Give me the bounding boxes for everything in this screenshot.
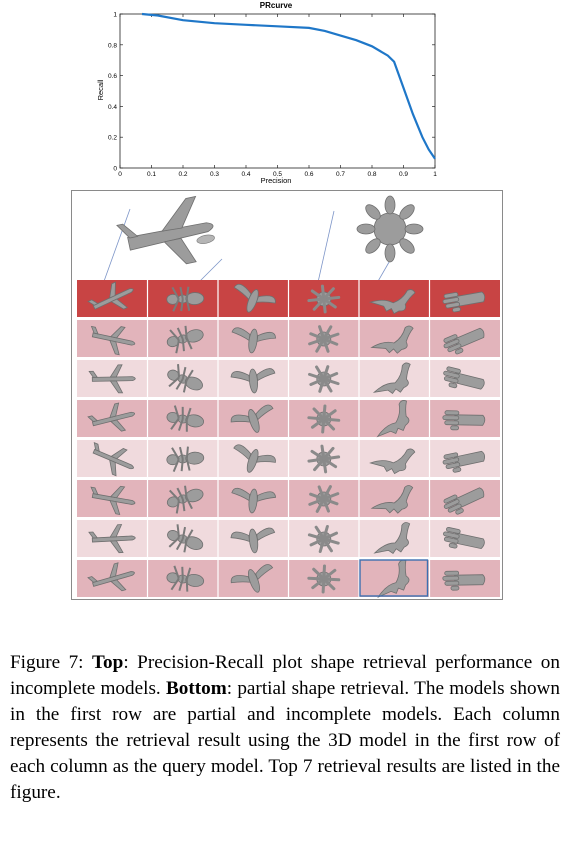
x-tick-label: 0.9: [399, 171, 408, 178]
airplane-thumbnail: [87, 562, 135, 592]
ant-thumbnail: [167, 524, 204, 553]
airplane-thumbnail: [88, 364, 136, 394]
x-tick-label: 0.1: [147, 171, 156, 178]
x-tick-label: 0.4: [241, 171, 250, 178]
octopus-thumbnail: [307, 444, 341, 474]
y-tick-label: 0: [113, 166, 117, 173]
ant-thumbnail: [166, 325, 204, 354]
bird-thumbnail: [230, 564, 274, 593]
octopus-thumbnail: [308, 365, 340, 393]
y-tick-label: 0.8: [108, 42, 117, 49]
bird-thumbnail: [233, 283, 276, 313]
hand-thumbnail: [443, 487, 485, 515]
x-tick-label: 0.3: [210, 171, 219, 178]
y-ticks: 0 0.2 0.4 0.6 0.8 1: [108, 12, 435, 173]
ant-thumbnail: [167, 364, 203, 393]
bird-thumbnail: [230, 404, 274, 433]
plot-frame: [119, 13, 436, 169]
dinosaur-thumbnail: [372, 362, 411, 395]
dinosaur-thumbnail: [369, 448, 416, 475]
bird-thumbnail: [231, 487, 277, 514]
hand-thumbnail: [443, 526, 485, 550]
y-axis-label: Recall: [96, 79, 105, 100]
x-ticks: 0 0.1 0.2 0.3 0.4 0.5 0.6 0.7 0.8 0.9 1: [118, 14, 437, 178]
caption-top-label: Top: [92, 652, 124, 673]
ant-thumbnail: [166, 286, 205, 312]
x-tick-label: 1: [433, 171, 437, 178]
x-tick-label: 0.7: [336, 171, 345, 178]
ant-thumbnail: [166, 485, 204, 514]
x-axis-label: Precision: [261, 176, 292, 185]
chart-axes: [119, 13, 436, 169]
hand-thumbnail: [442, 570, 486, 591]
x-tick-label: 0.2: [178, 171, 187, 178]
octopus-thumbnail: [307, 564, 341, 594]
dinosaur-thumbnail: [370, 485, 414, 514]
airplane-thumbnail: [87, 402, 136, 432]
highlighted-result-cell: [359, 559, 429, 597]
pr-curve-chart: PRcurve 00.20.40.60.81 0 0.1 0.2 0.3 0.4 0.5 0…: [96, 1, 437, 185]
octopus-thumbnail: [307, 525, 340, 553]
y-tick-label: 1: [113, 12, 117, 19]
dinosaur-thumbnail: [368, 289, 416, 315]
caption-label: Figure 7:: [10, 652, 84, 673]
hand-thumbnail: [443, 366, 485, 390]
ant-thumbnail: [166, 446, 205, 473]
bird-thumbnail: [230, 527, 276, 554]
airplane-thumbnail: [90, 485, 136, 516]
hand-thumbnail: [443, 327, 485, 355]
hand-thumbnail: [442, 450, 486, 473]
ant-thumbnail: [166, 405, 204, 432]
bird-thumbnail: [233, 444, 276, 473]
x-tick-label: 0.6: [304, 171, 313, 178]
retrieval-figure: [71, 190, 503, 600]
dinosaur-thumbnail: [376, 400, 410, 438]
hand-thumbnail: [442, 410, 486, 431]
airplane-thumbnail: [88, 524, 136, 554]
retrieval-figure-graphic: [77, 195, 500, 598]
caption-bottom-label: Bottom: [165, 678, 227, 699]
figure-caption: Figure 7: Top: Precision-Recall plot sha…: [10, 650, 560, 806]
y-tick-label: 0.4: [108, 104, 117, 111]
x-tick-label: 0.8: [367, 171, 376, 178]
dinosaur-thumbnail: [370, 325, 414, 354]
airplane-thumbnail: [87, 281, 134, 310]
caption-top-text: : Precision-Recall plot shape retrieval …: [10, 652, 560, 699]
bird-thumbnail: [230, 368, 276, 394]
ant-thumbnail: [166, 565, 205, 592]
chart-title: PRcurve: [260, 1, 293, 10]
airplane-thumbnail: [90, 325, 136, 356]
zoom-airplane-inset: [93, 195, 223, 310]
pr-curve-line: [141, 12, 436, 160]
dinosaur-thumbnail: [373, 522, 411, 555]
x-tick-label: 0.5: [273, 171, 282, 178]
bird-thumbnail: [231, 327, 277, 354]
octopus-thumbnail: [307, 284, 341, 314]
octopus-thumbnail: [307, 404, 341, 434]
octopus-thumbnail: [308, 485, 340, 513]
x-tick-label: 0: [118, 171, 122, 178]
y-tick-label: 0.6: [108, 73, 117, 80]
y-tick-label: 0.2: [108, 135, 117, 142]
zoom-octopus-inset: [311, 195, 424, 310]
hand-thumbnail: [442, 291, 486, 313]
octopus-thumbnail: [308, 325, 340, 353]
caption-bottom-text: : partial shape retrieval. The models sh…: [10, 678, 560, 803]
airplane-thumbnail: [92, 441, 134, 477]
